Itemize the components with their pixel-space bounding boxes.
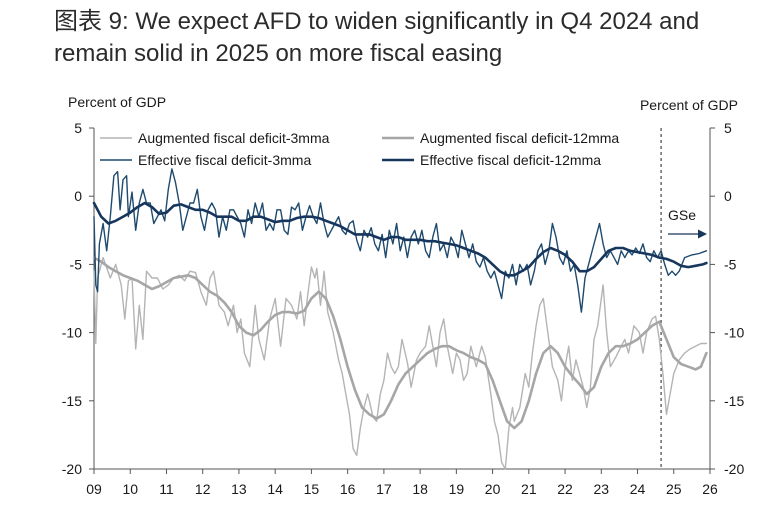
x-tick-label: 19 <box>449 481 465 497</box>
y-tick-label-right: -5 <box>724 256 737 272</box>
y-tick-label-left: -5 <box>70 256 83 272</box>
series-line <box>93 168 708 313</box>
series-line <box>93 256 708 470</box>
x-tick-label: 23 <box>594 481 610 497</box>
x-tick-label: 15 <box>304 481 320 497</box>
y-tick-label-right: 0 <box>724 188 732 204</box>
y-tick-label-right: -10 <box>724 325 744 341</box>
legend: Augmented fiscal deficit-3mma Augmented f… <box>100 130 619 168</box>
x-tick-label: 24 <box>630 481 646 497</box>
y-tick-label-right: -20 <box>724 461 744 477</box>
x-tick-label: 25 <box>666 481 682 497</box>
y-tick-label-right: 5 <box>724 120 732 136</box>
x-tick-label: 22 <box>557 481 573 497</box>
legend-label: Effective fiscal deficit-3mma <box>138 152 311 168</box>
y-tick-label-left: -15 <box>62 393 82 409</box>
y-axis-title-right: Percent of GDP <box>640 97 738 113</box>
y-tick-label-left: 0 <box>74 188 82 204</box>
legend-label: Augmented fiscal deficit-12mma <box>420 130 619 146</box>
x-tick-label: 18 <box>412 481 428 497</box>
x-tick-label: 14 <box>267 481 283 497</box>
x-tick-label: 13 <box>231 481 247 497</box>
series-line <box>92 256 708 430</box>
x-tick-label: 17 <box>376 481 392 497</box>
series-lines <box>92 168 708 470</box>
x-tick-label: 10 <box>122 481 138 497</box>
x-tick-label: 12 <box>195 481 211 497</box>
y-tick-label-left: -20 <box>62 461 82 477</box>
x-tick-label: 26 <box>702 481 718 497</box>
plot-area <box>93 128 711 470</box>
series-line <box>92 201 708 277</box>
forecast-label: GSe <box>668 207 696 223</box>
x-tick-label: 16 <box>340 481 356 497</box>
legend-label: Augmented fiscal deficit-3mma <box>138 130 330 146</box>
x-tick-label: 11 <box>159 481 174 497</box>
figure-title: 图表 9: We expect AFD to widen significant… <box>54 8 700 67</box>
y-tick-label-right: -15 <box>724 393 744 409</box>
y-axis-title-left: Percent of GDP <box>68 94 166 110</box>
x-tick-label: 21 <box>521 481 537 497</box>
forecast-marker: GSe <box>660 128 707 469</box>
forecast-arrow-head <box>698 229 707 239</box>
legend-label: Effective fiscal deficit-12mma <box>420 152 601 168</box>
y-tick-label-left: -10 <box>62 325 82 341</box>
x-tick-label: 09 <box>86 481 102 497</box>
x-tick-label: 20 <box>485 481 501 497</box>
y-tick-label-left: 5 <box>74 120 82 136</box>
